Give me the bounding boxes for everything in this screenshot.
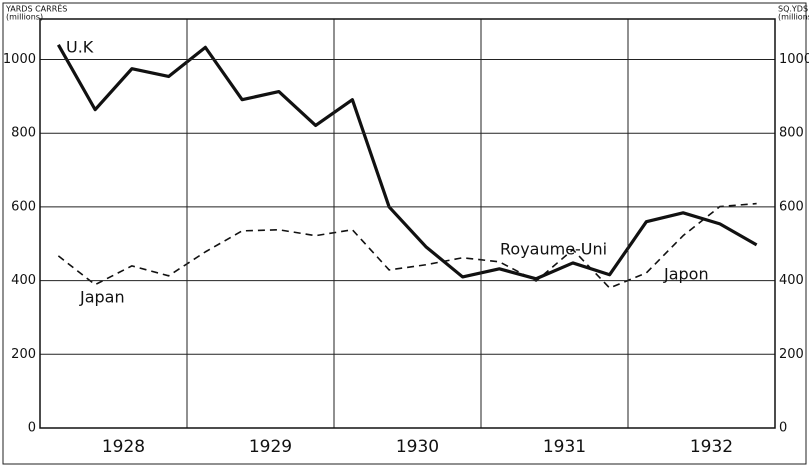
annotation: U.K <box>66 38 94 57</box>
y2-tick-label: 600 <box>779 199 804 214</box>
y-tick-label: 600 <box>11 199 36 214</box>
annotation: Japan <box>79 288 125 307</box>
y2-tick-label: 0 <box>779 421 787 436</box>
y-axis-title-right: SQ.YDS <box>778 5 808 14</box>
x-tick-label: 1932 <box>690 437 733 457</box>
x-tick-label: 1930 <box>396 437 439 457</box>
series-line <box>57 202 757 289</box>
y-axis-unit-left: (millions) <box>6 13 43 22</box>
y2-tick-label: 200 <box>779 347 804 362</box>
annotation: Royaume-Uni <box>500 240 607 259</box>
series-line <box>56 44 758 281</box>
x-tick-label: 1928 <box>102 437 145 457</box>
plot-frame <box>39 18 776 429</box>
y-axis-title-left: YARDS CARRÉS <box>5 3 67 14</box>
y-tick-label: 400 <box>11 273 36 288</box>
y2-tick-label: 1000 <box>779 52 809 67</box>
annotation: Japon <box>663 265 709 284</box>
y2-tick-label: 400 <box>779 273 804 288</box>
x-tick-label: 1929 <box>249 437 292 457</box>
y-axis-unit-right: (millions) <box>778 13 809 22</box>
y-tick-label: 0 <box>28 421 36 436</box>
x-tick-label: 1931 <box>543 437 586 457</box>
y-tick-label: 800 <box>11 126 36 141</box>
y2-tick-label: 800 <box>779 126 804 141</box>
y-tick-label: 200 <box>11 347 36 362</box>
y-tick-label: 1000 <box>3 52 36 67</box>
